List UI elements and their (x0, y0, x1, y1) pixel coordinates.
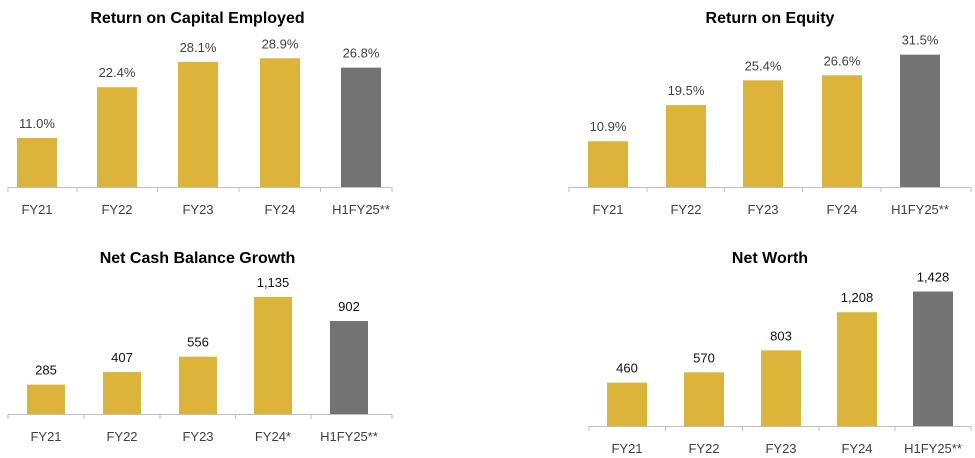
chart-roe: Return on Equity 10.9% FY21 19.5% FY22 25.4%… (565, 0, 975, 225)
bar-fy24 (260, 58, 300, 187)
x-tick-label: FY22 (101, 202, 132, 217)
data-label: 25.4% (745, 58, 782, 73)
x-tick-label: H1FY25** (904, 441, 962, 456)
x-tick-label: FY24 (841, 441, 872, 456)
data-label: 285 (35, 363, 57, 378)
chart-plot: 11.0% FY21 22.4% FY22 28.1% FY23 28.9% FY24 26.8… (7, 36, 393, 217)
data-label: 28.1% (180, 40, 217, 55)
bar-fy21 (27, 384, 65, 414)
bar-fy22 (684, 372, 724, 426)
bar-fy22 (97, 87, 137, 187)
chart-plot: 10.9% FY21 19.5% FY22 25.4% FY23 26.6% FY24 31.5… (568, 33, 972, 217)
bar-h1fy25 (900, 54, 940, 188)
bar-h1fy25 (341, 67, 381, 187)
x-tick-label: FY21 (592, 202, 623, 217)
x-tick-label: FY21 (30, 429, 61, 444)
x-tick-label: H1FY25** (332, 202, 390, 217)
data-label: 22.4% (99, 65, 136, 80)
data-label: 1,135 (257, 275, 290, 290)
x-tick-label: FY24 (264, 202, 295, 217)
data-label: 28.9% (262, 36, 299, 51)
data-label: 10.9% (590, 119, 627, 134)
x-tick-label: FY23 (747, 202, 778, 217)
bar-fy23 (743, 80, 783, 187)
bar-fy22 (666, 105, 706, 187)
bar-fy23 (178, 61, 218, 188)
bar-fy21 (588, 141, 628, 187)
x-tick-label: FY24 (826, 202, 857, 217)
data-label: 11.0% (19, 116, 55, 131)
data-label: 26.6% (824, 53, 861, 68)
data-label: 902 (338, 299, 360, 314)
data-label: 1,428 (917, 269, 950, 284)
bar-fy21 (607, 382, 647, 426)
data-label: 31.5% (902, 33, 939, 48)
chart-title: Return on Equity (705, 10, 835, 27)
data-label: 26.8% (343, 46, 380, 61)
chart-title: Return on Capital Employed (90, 10, 305, 27)
chart-plot: 285 FY21 407 FY22 556 FY23 1,135 FY24* 902 H1FY25… (7, 275, 393, 444)
x-tick-label: FY21 (611, 441, 642, 456)
data-label: 803 (770, 328, 792, 343)
data-label: 570 (693, 350, 715, 365)
bar-fy24 (254, 297, 292, 414)
bar-fy22 (103, 372, 141, 414)
x-tick-label: FY21 (21, 202, 52, 217)
bar-h1fy25 (330, 321, 368, 414)
bar-fy23 (179, 356, 217, 414)
data-label: 460 (616, 361, 638, 376)
x-tick-label: H1FY25** (891, 202, 949, 217)
chart-title: Net Worth (731, 250, 809, 267)
x-tick-label: FY23 (182, 429, 213, 444)
chart-roce: Return on Capital Employed 11.0% FY21 22.4… (0, 0, 395, 225)
bar-fy24 (837, 312, 877, 426)
chart-net-worth: Net Worth 460 FY21 570 FY22 803 FY23 1,208 FY24… (565, 240, 975, 458)
chart-title: Net Cash Balance Growth (99, 250, 296, 267)
data-label: 556 (187, 335, 209, 350)
x-tick-label: FY24* (255, 429, 291, 444)
x-tick-label: FY22 (106, 429, 137, 444)
bar-h1fy25 (913, 291, 953, 426)
bar-fy24 (822, 75, 862, 187)
chart-plot: 460 FY21 570 FY22 803 FY23 1,208 FY24 1,428 H1FY2… (588, 269, 972, 456)
x-tick-label: FY23 (182, 202, 213, 217)
bar-fy21 (17, 138, 57, 187)
chart-net-cash: Net Cash Balance Growth 285 FY21 407 FY22 55… (0, 240, 395, 458)
data-label: 19.5% (668, 83, 705, 98)
x-tick-label: H1FY25** (320, 429, 378, 444)
bar-fy23 (761, 350, 801, 426)
x-tick-label: FY23 (765, 441, 796, 456)
data-label: 407 (111, 350, 133, 365)
data-label: 1,208 (841, 290, 874, 305)
x-tick-label: FY22 (688, 441, 719, 456)
x-tick-label: FY22 (670, 202, 701, 217)
